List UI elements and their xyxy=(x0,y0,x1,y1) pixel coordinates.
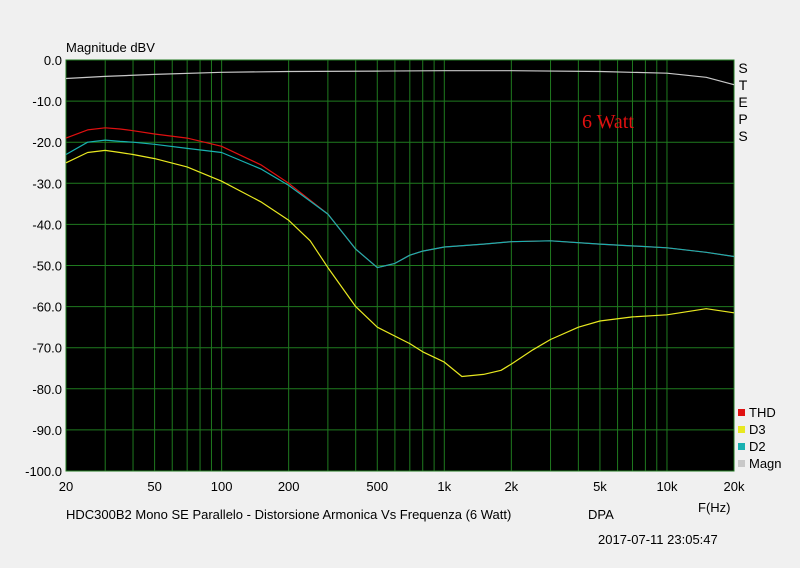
x-tick-label: 100 xyxy=(211,479,233,494)
x-axis-label: F(Hz) xyxy=(698,500,731,515)
y-tick-label: -70.0 xyxy=(32,341,62,356)
x-tick-label: 1k xyxy=(437,479,451,494)
legend-swatch xyxy=(738,409,745,416)
legend-swatch xyxy=(738,443,745,450)
x-tick-label: 20k xyxy=(724,479,745,494)
legend-item-magn: Magn xyxy=(738,455,782,472)
plot-border xyxy=(65,59,735,472)
legend-label: D2 xyxy=(749,439,766,454)
y-tick-label: -20.0 xyxy=(32,135,62,150)
power-annotation: 6 Watt xyxy=(582,111,634,133)
y-tick-label: -60.0 xyxy=(32,300,62,315)
legend-label: D3 xyxy=(749,422,766,437)
x-tick-labels: 20 50 100 200 500 1k 2k 5k 10k 20k xyxy=(59,479,745,494)
x-tick-label: 50 xyxy=(147,479,161,494)
series-magn-line xyxy=(65,70,735,86)
x-tick-label: 20 xyxy=(59,479,73,494)
grid xyxy=(65,59,735,472)
y-axis-label: Magnitude dBV xyxy=(66,40,155,55)
y-tick-label: -80.0 xyxy=(32,382,62,397)
steps-letter: T xyxy=(738,77,748,93)
steps-letter: S xyxy=(738,60,748,76)
y-tick-label: -100.0 xyxy=(25,464,62,479)
legend: THD D3 D2 Magn xyxy=(738,404,782,472)
legend-label: THD xyxy=(749,405,776,420)
series-lines xyxy=(65,70,735,378)
legend-label: Magn xyxy=(749,456,782,471)
y-tick-label: -40.0 xyxy=(32,217,62,232)
timestamp: 2017-07-11 23:05:47 xyxy=(598,532,718,547)
y-tick-label: -10.0 xyxy=(32,94,62,109)
legend-swatch xyxy=(738,460,745,467)
y-tick-label: -30.0 xyxy=(32,176,62,191)
legend-item-d3: D3 xyxy=(738,421,782,438)
y-tick-label: -50.0 xyxy=(32,259,62,274)
x-tick-label: 200 xyxy=(278,479,300,494)
x-tick-label: 5k xyxy=(593,479,607,494)
steps-letter: P xyxy=(738,111,748,127)
legend-swatch xyxy=(738,426,745,433)
x-tick-label: 2k xyxy=(504,479,518,494)
x-tick-label: 500 xyxy=(366,479,388,494)
steps-letter: E xyxy=(738,94,748,110)
footer-caption: HDC300B2 Mono SE Parallelo - Distorsione… xyxy=(66,507,512,522)
x-tick-label: 10k xyxy=(656,479,677,494)
footer-tag: DPA xyxy=(588,507,614,522)
series-d2-line xyxy=(65,139,735,269)
series-d3-line xyxy=(65,149,735,378)
y-tick-labels: 0.0 -10.0 -20.0 -30.0 -40.0 -50.0 -60.0 -70.0 -8… xyxy=(25,53,62,479)
y-tick-label: 0.0 xyxy=(44,53,62,68)
y-tick-label: -90.0 xyxy=(32,423,62,438)
steps-letter: S xyxy=(738,128,748,144)
legend-item-thd: THD xyxy=(738,404,782,421)
legend-item-d2: D2 xyxy=(738,438,782,455)
